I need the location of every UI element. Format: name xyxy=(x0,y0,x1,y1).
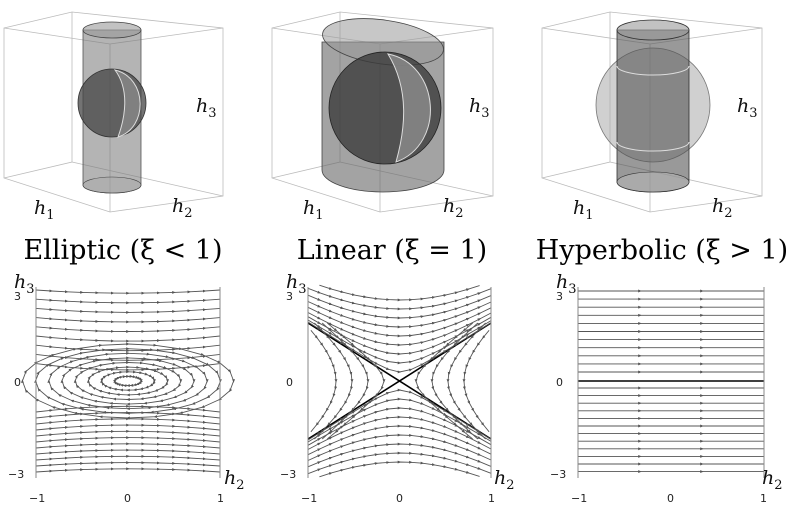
ylabel: h3 xyxy=(286,271,307,297)
x-tick-neg1: −1 xyxy=(571,492,587,505)
flow-line xyxy=(35,344,221,353)
flow-line xyxy=(35,461,221,467)
x-tick-0: 0 xyxy=(396,492,403,505)
flow-line xyxy=(35,423,221,431)
x-tick-neg1: −1 xyxy=(29,492,45,505)
flow-line xyxy=(35,298,221,305)
y-tick-0: 0 xyxy=(14,376,21,389)
axis-label-h2: h2 xyxy=(712,195,733,221)
x-tick-1: 1 xyxy=(217,492,224,505)
axis-label-h1: h1 xyxy=(303,197,324,223)
hyperbolic-phase-portrait: h3 h2 3 0 −3 −1 0 1 xyxy=(550,271,783,505)
y-tick-neg3: −3 xyxy=(8,468,24,481)
flow-line xyxy=(35,289,221,295)
cylinder-surface xyxy=(616,19,690,193)
flow-lines xyxy=(22,289,235,473)
flow-line xyxy=(430,322,479,440)
y-tick-neg3: −3 xyxy=(280,468,296,481)
flow-line xyxy=(310,330,338,433)
flow-line xyxy=(35,467,221,473)
flow-line xyxy=(35,317,221,324)
flow-line xyxy=(35,448,221,455)
y-tick-neg3: −3 xyxy=(550,468,566,481)
axis-label-h1: h1 xyxy=(34,197,55,223)
flow-line xyxy=(35,353,221,362)
elliptic-title: Elliptic (ξ < 1) xyxy=(24,235,223,266)
flow-line xyxy=(314,322,354,440)
closed-orbit xyxy=(102,372,155,390)
elliptic-3d-plot: h3 h1 h2 xyxy=(3,11,224,223)
closed-orbit xyxy=(49,353,208,408)
y-tick-0: 0 xyxy=(286,376,293,389)
x-tick-0: 0 xyxy=(667,492,674,505)
axis-label-h3: h3 xyxy=(737,95,758,121)
flow-line xyxy=(446,322,486,440)
axis-label-h2: h2 xyxy=(443,195,464,221)
flow-line xyxy=(319,460,480,478)
closed-orbit xyxy=(36,349,221,414)
flow-line xyxy=(319,284,480,302)
axis-label-h3: h3 xyxy=(469,95,490,121)
linear-title: Linear (ξ = 1) xyxy=(297,235,487,266)
x-tick-neg1: −1 xyxy=(301,492,317,505)
axis-label-h1: h1 xyxy=(573,197,594,223)
hyperbolic-3d-plot: h3 h1 h2 xyxy=(541,11,763,223)
closed-orbit xyxy=(62,358,195,404)
elliptic-phase-portrait: h3 h2 3 0 −3 −1 0 1 xyxy=(8,271,245,505)
flow-line xyxy=(35,429,221,437)
flow-line xyxy=(35,411,221,419)
flow-line xyxy=(35,335,221,343)
flow-line xyxy=(35,363,221,372)
closed-orbit xyxy=(75,363,181,400)
linear-3d-plot: h3 h1 h2 xyxy=(271,11,494,223)
xlabel: h2 xyxy=(224,467,245,493)
hyperbolic-title: Hyperbolic (ξ > 1) xyxy=(536,235,786,266)
flow-line xyxy=(35,454,221,461)
xlabel: h2 xyxy=(762,467,783,493)
sphere-surface xyxy=(328,51,442,165)
y-tick-3: 3 xyxy=(14,290,21,303)
flow-line xyxy=(35,442,221,449)
flow-line xyxy=(35,417,221,425)
closed-orbit xyxy=(22,344,235,418)
y-tick-0: 0 xyxy=(556,376,563,389)
flow-line xyxy=(321,322,370,440)
flow-line xyxy=(462,330,490,433)
sphere-surface xyxy=(77,68,147,138)
x-tick-1: 1 xyxy=(488,492,495,505)
flow-line xyxy=(35,326,221,333)
closed-orbit xyxy=(115,376,141,385)
flow-line xyxy=(35,436,221,443)
axis-label-h3: h3 xyxy=(196,95,217,121)
flow-lines xyxy=(307,284,492,478)
ylabel: h3 xyxy=(14,271,35,297)
y-tick-3: 3 xyxy=(556,290,563,303)
closed-orbit xyxy=(88,367,167,395)
xlabel: h2 xyxy=(494,467,515,493)
flow-line xyxy=(35,404,221,413)
flow-line xyxy=(35,307,221,314)
ylabel: h3 xyxy=(556,271,577,297)
flow-line xyxy=(307,433,492,461)
linear-phase-portrait: h3 h2 3 0 −3 −1 0 1 xyxy=(280,271,515,505)
flow-lines xyxy=(578,289,764,474)
flow-line xyxy=(307,301,492,329)
axis-label-h2: h2 xyxy=(172,195,193,221)
x-tick-0: 0 xyxy=(124,492,131,505)
x-tick-1: 1 xyxy=(760,492,767,505)
y-tick-3: 3 xyxy=(286,290,293,303)
